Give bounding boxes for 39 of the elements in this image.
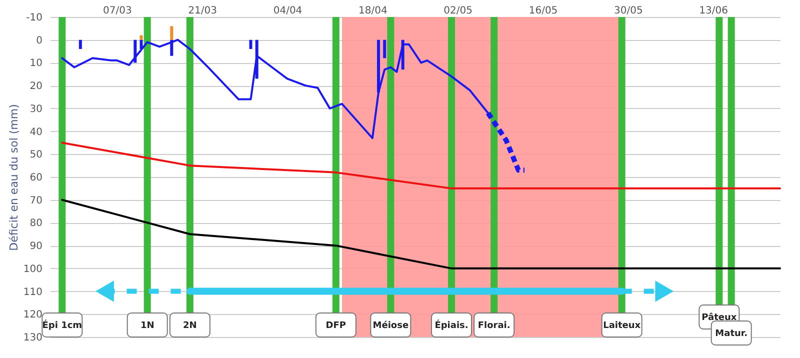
- y-tick-label: 30: [30, 104, 42, 115]
- x-tick-label: 13/06: [699, 6, 728, 16]
- y-axis-title: Déficit en eau du sol (mm): [7, 104, 20, 251]
- x-tick-label: 30/05: [614, 6, 643, 16]
- y-tick-label: 130: [23, 332, 42, 344]
- bar: [78, 40, 82, 49]
- y-tick-label: 70: [30, 195, 42, 206]
- y-tick-label: 90: [30, 241, 42, 252]
- ref-line-label: Méiose: [372, 320, 409, 331]
- ref-line-label: DFP: [326, 321, 346, 331]
- y-tick-label: 40: [30, 126, 42, 138]
- bar: [249, 40, 252, 49]
- ref-line-label: Florai.: [478, 321, 510, 331]
- y-tick-label: 0: [36, 35, 42, 46]
- ref-line-label: Pâteux: [702, 312, 737, 323]
- y-tick-label: 10: [30, 58, 42, 70]
- bar: [170, 26, 174, 40]
- bar: [383, 40, 386, 58]
- y-tick-label: -10: [26, 12, 42, 24]
- y-tick-label: 100: [23, 264, 42, 275]
- x-tick-label: 07/03: [103, 6, 132, 16]
- ref-line-label: Épiais.: [434, 319, 468, 331]
- ref-line-label: 2N: [183, 321, 197, 331]
- x-tick-label: 02/05: [444, 6, 472, 16]
- y-tick-label: 20: [30, 81, 42, 92]
- y-tick-label: 110: [23, 286, 42, 298]
- ref-line-label: Matur.: [715, 329, 748, 339]
- y-tick-label: 80: [30, 218, 42, 230]
- y-tick-label: 50: [30, 150, 42, 161]
- y-tick-label: 60: [30, 172, 42, 184]
- y-tick-label: 120: [23, 310, 42, 321]
- x-tick-label: 16/05: [528, 6, 558, 16]
- x-tick-label: 21/03: [188, 6, 217, 16]
- ref-line-label: Épi 1cm: [42, 319, 82, 331]
- ref-line-label: Laiteux: [603, 321, 641, 331]
- x-tick-label: 18/04: [358, 6, 388, 16]
- ref-line-label: 1N: [140, 321, 154, 331]
- bar: [140, 35, 143, 40]
- x-tick-label: 04/04: [273, 6, 302, 16]
